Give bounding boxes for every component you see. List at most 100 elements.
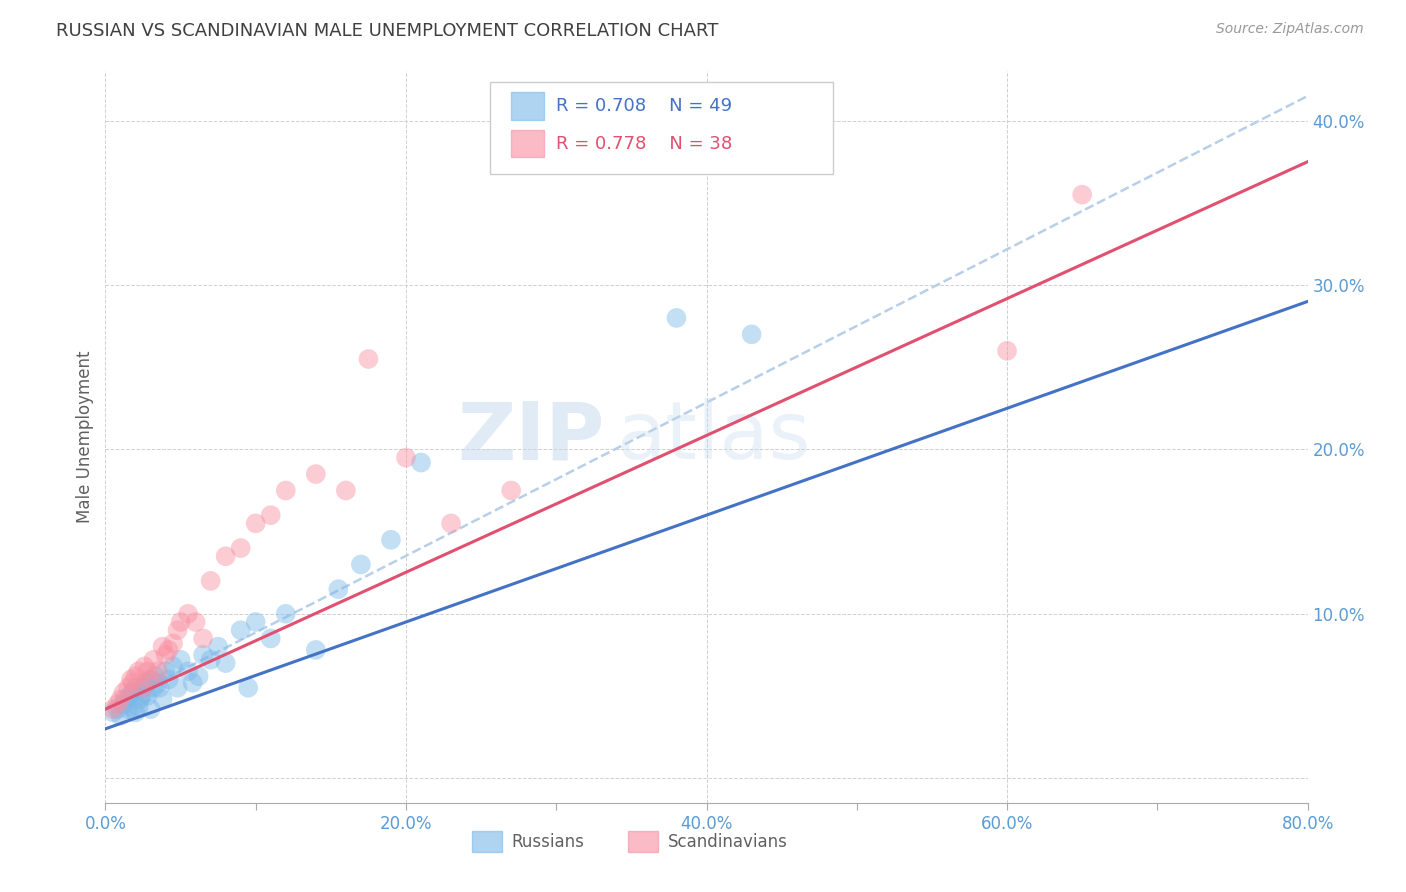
Point [134,659,156,673]
Point [118,689,141,703]
Point [135,675,157,690]
Point [665,310,688,325]
Point [214,656,236,670]
Point [139,673,162,687]
FancyBboxPatch shape [491,82,832,174]
Point [110,708,132,723]
Point [335,483,357,498]
Point [142,681,165,695]
Point [274,607,297,621]
Point [139,702,162,716]
Point [741,327,763,342]
Point [305,643,328,657]
Point [129,692,152,706]
Bar [510,129,544,158]
Point [155,665,177,679]
Text: atlas: atlas [616,398,811,476]
Point [128,700,150,714]
Point [191,632,214,646]
Point [110,692,132,706]
Y-axis label: Male Unemployment: Male Unemployment [76,351,94,524]
Point [245,615,267,629]
Point [214,549,236,564]
Point [139,673,162,687]
Point [101,702,124,716]
Point [143,669,166,683]
Point [117,702,139,716]
Bar [472,831,502,852]
Point [146,675,169,690]
Point [157,673,180,687]
Point [120,673,142,687]
Point [124,681,146,695]
Point [181,675,204,690]
Point [136,665,159,679]
Point [229,541,252,555]
Point [501,483,523,498]
Point [274,483,297,498]
Point [152,692,174,706]
Point [380,533,402,547]
Point [1071,187,1094,202]
Point [134,686,156,700]
Point [162,659,184,673]
Point [357,351,380,366]
Bar [510,92,544,120]
Point [409,456,432,470]
Point [166,624,188,638]
Point [124,669,146,683]
Point [238,681,260,695]
Point [187,669,209,683]
Point [128,665,150,679]
Point [260,632,283,646]
Bar [628,831,658,852]
Point [328,582,350,596]
Point [177,607,200,621]
Text: RUSSIAN VS SCANDINAVIAN MALE UNEMPLOYMENT CORRELATION CHART: RUSSIAN VS SCANDINAVIAN MALE UNEMPLOYMEN… [56,22,718,40]
Point [107,702,129,716]
Point [350,558,373,572]
Point [191,648,214,662]
Text: Russians: Russians [512,832,585,851]
Point [260,508,283,523]
Point [131,689,153,703]
Point [121,700,143,714]
Point [305,467,328,481]
Point [132,681,155,695]
Point [132,681,155,695]
Text: ZIP: ZIP [457,398,605,476]
Point [155,648,177,662]
Point [114,692,136,706]
Point [152,640,174,654]
Point [229,624,252,638]
Point [101,706,124,720]
Text: Source: ZipAtlas.com: Source: ZipAtlas.com [1216,22,1364,37]
Point [184,615,207,629]
Point [146,665,169,679]
Point [112,697,135,711]
Point [112,686,135,700]
Point [124,706,146,720]
Point [200,574,222,588]
Point [440,516,463,531]
Point [121,675,143,690]
Point [995,343,1018,358]
Text: R = 0.778    N = 38: R = 0.778 N = 38 [557,135,733,153]
Point [200,653,222,667]
Point [136,689,159,703]
Point [245,516,267,531]
Text: R = 0.708    N = 49: R = 0.708 N = 49 [557,96,733,115]
Point [395,450,418,465]
Point [177,665,200,679]
Point [162,636,184,650]
Point [169,653,191,667]
Point [142,653,165,667]
Point [107,697,129,711]
Point [169,615,191,629]
Point [207,640,229,654]
Point [121,686,143,700]
Point [117,681,139,695]
Point [148,681,170,695]
Text: Scandinavians: Scandinavians [668,832,787,851]
Point [157,643,180,657]
